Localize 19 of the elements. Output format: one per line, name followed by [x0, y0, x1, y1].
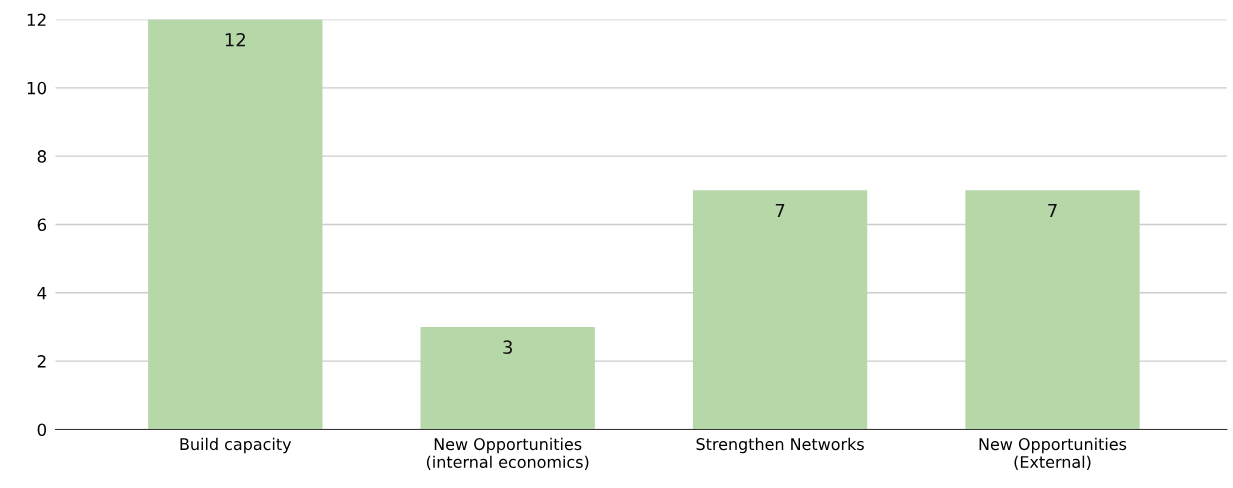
x-tick-label: Strengthen Networks: [696, 437, 864, 454]
bar: [965, 190, 1140, 430]
bar: [148, 19, 323, 430]
data-label: 7: [1048, 203, 1057, 218]
y-tick-label: 12: [27, 13, 46, 26]
y-tick-label: 4: [37, 286, 47, 300]
x-tick-label: New Opportunities (External): [979, 437, 1127, 470]
data-label: 7: [775, 203, 785, 218]
y-tick-label: 2: [37, 355, 46, 368]
y-tick-label: 8: [37, 150, 47, 163]
bar: [420, 326, 595, 430]
data-label: 3: [503, 340, 512, 355]
x-tick-label: New Opportunities (internal economics): [426, 437, 589, 470]
x-tick-label: Build capacity: [180, 437, 292, 454]
y-tick-label: 0: [37, 423, 47, 437]
y-tick-label: 10: [27, 81, 47, 95]
bar: [692, 190, 868, 430]
data-label: 12: [225, 32, 245, 47]
y-tick-label: 6: [37, 218, 47, 232]
